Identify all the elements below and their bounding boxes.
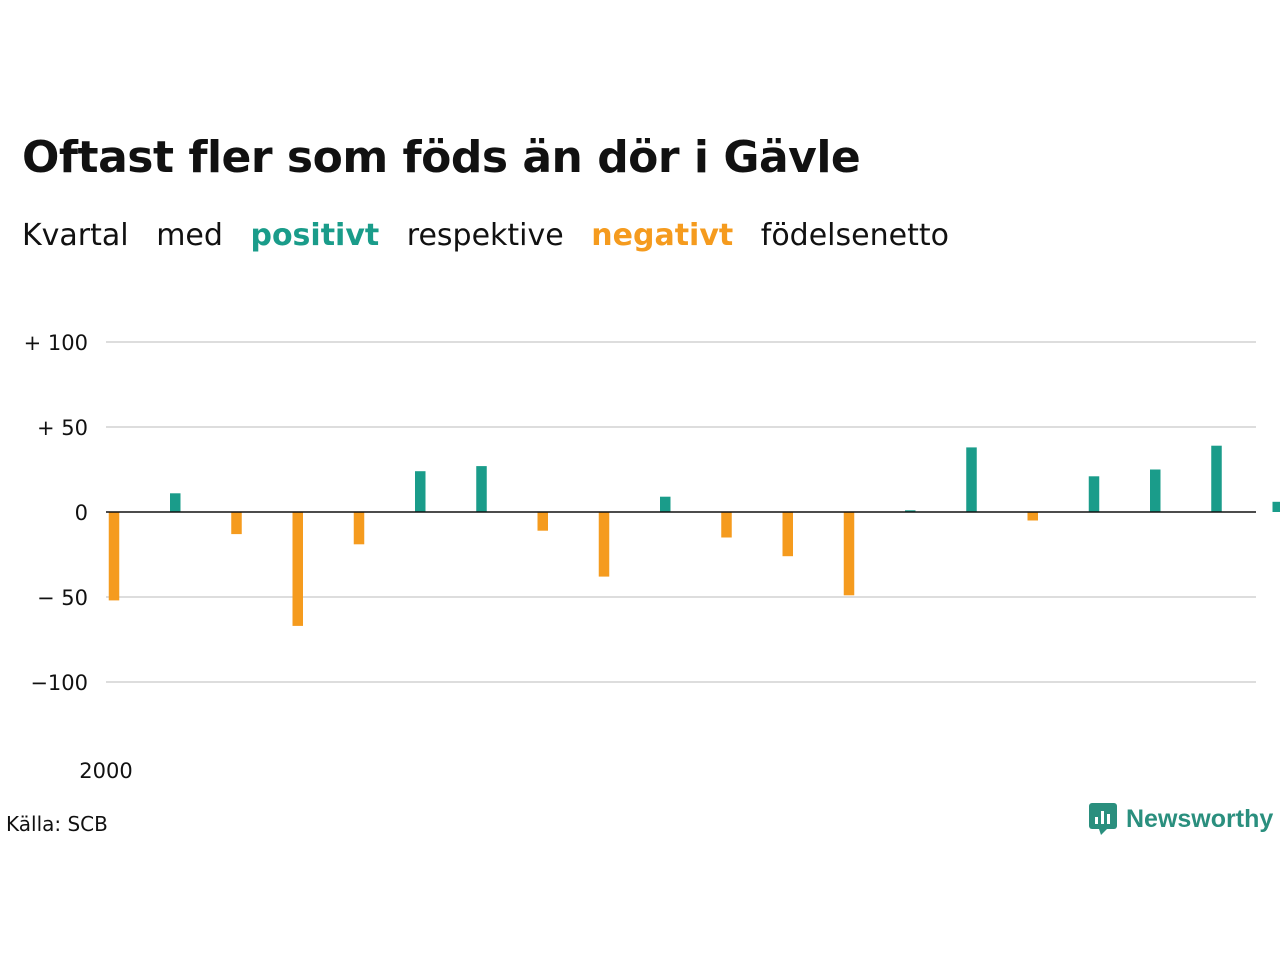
- bar-negative: [1027, 512, 1038, 521]
- bar-negative: [721, 512, 732, 538]
- bar-negative: [537, 512, 548, 531]
- subtitle-word-med: med: [156, 218, 223, 253]
- bar-negative: [231, 512, 242, 535]
- bar-positive: [1150, 469, 1161, 512]
- bar-negative: [782, 512, 793, 557]
- bar-negative: [292, 512, 303, 626]
- subtitle-word-respektive: respektive: [406, 218, 564, 253]
- chart-title: Oftast fler som föds än dör i Gävle: [22, 132, 861, 183]
- bar-negative: [108, 512, 120, 601]
- bar-positive: [1088, 476, 1100, 512]
- bar-positive: [170, 493, 181, 512]
- bar-positive: [905, 510, 916, 512]
- brand-logo: Newsworthy: [1088, 802, 1273, 836]
- source-label: Källa: SCB: [6, 812, 108, 836]
- bar-positive: [1211, 445, 1222, 512]
- subtitle-word-kvartal: Kvartal: [22, 218, 129, 253]
- bar-positive: [1272, 501, 1280, 512]
- subtitle-negative-label: negativt: [591, 218, 734, 253]
- bar-positive: [415, 471, 426, 512]
- bar-positive: [660, 496, 671, 512]
- subtitle-word-fodelsenetto: födelsenetto: [760, 218, 949, 253]
- bar-negative: [598, 512, 610, 577]
- bar-negative: [843, 512, 855, 596]
- newsworthy-logo-icon: [1089, 803, 1117, 835]
- bar-positive: [476, 466, 487, 512]
- bar-negative: [353, 512, 365, 545]
- y-tick-label: −100: [30, 671, 88, 695]
- subtitle-positive-label: positivt: [250, 218, 380, 253]
- x-tick-label: 2000: [79, 759, 132, 783]
- chart-subtitle: Kvartal med positivt respektive negativt…: [22, 218, 967, 253]
- brand-name: Newsworthy: [1126, 804, 1274, 833]
- bar-positive: [966, 447, 977, 512]
- y-tick-label: − 50: [37, 586, 88, 610]
- y-tick-label: + 100: [24, 331, 88, 355]
- y-tick-label: + 50: [37, 416, 88, 440]
- y-tick-label: 0: [75, 501, 88, 525]
